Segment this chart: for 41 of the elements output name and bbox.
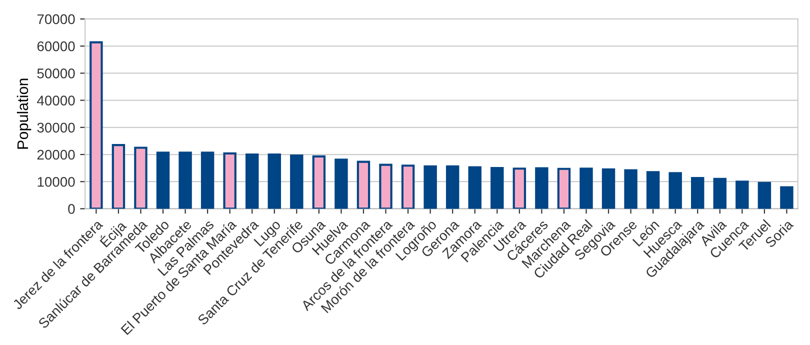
- bar: [646, 171, 660, 209]
- bar: [290, 154, 304, 209]
- bar: [780, 186, 794, 209]
- bar: [668, 172, 682, 209]
- y-tick-label: 0: [68, 204, 75, 214]
- y-tick-label: 70000: [37, 14, 75, 24]
- bar: [468, 166, 482, 209]
- bar: [512, 168, 526, 209]
- bar: [200, 152, 214, 209]
- bar: [580, 168, 593, 209]
- bar: [112, 144, 126, 209]
- bar: [356, 160, 370, 209]
- y-tick-label: 50000: [37, 68, 75, 78]
- bar: [134, 146, 148, 209]
- bar: [379, 164, 392, 209]
- y-tick-label: 60000: [37, 41, 75, 52]
- y-tick-label: 30000: [37, 122, 75, 133]
- bar: [223, 152, 236, 209]
- y-tick-label: 20000: [37, 150, 75, 160]
- bar: [624, 169, 638, 209]
- bar: [178, 152, 192, 209]
- bar: [334, 158, 348, 209]
- bar: [535, 167, 548, 209]
- bar: [246, 153, 259, 209]
- bar: [312, 155, 326, 209]
- y-tick-label: 10000: [38, 176, 75, 187]
- bar: [446, 165, 460, 209]
- bar: [90, 41, 103, 209]
- bar: [268, 153, 281, 209]
- bar: [713, 178, 726, 209]
- bar: [691, 177, 704, 209]
- y-axis-title: Population: [16, 78, 32, 149]
- y-tick-label: 40000: [37, 96, 75, 106]
- bar: [401, 164, 415, 209]
- bar: [557, 168, 571, 209]
- bar: [602, 168, 616, 209]
- bar: [736, 180, 749, 209]
- bar: [490, 167, 504, 209]
- bar: [424, 165, 437, 209]
- bar: [758, 182, 772, 209]
- bar: [156, 152, 170, 209]
